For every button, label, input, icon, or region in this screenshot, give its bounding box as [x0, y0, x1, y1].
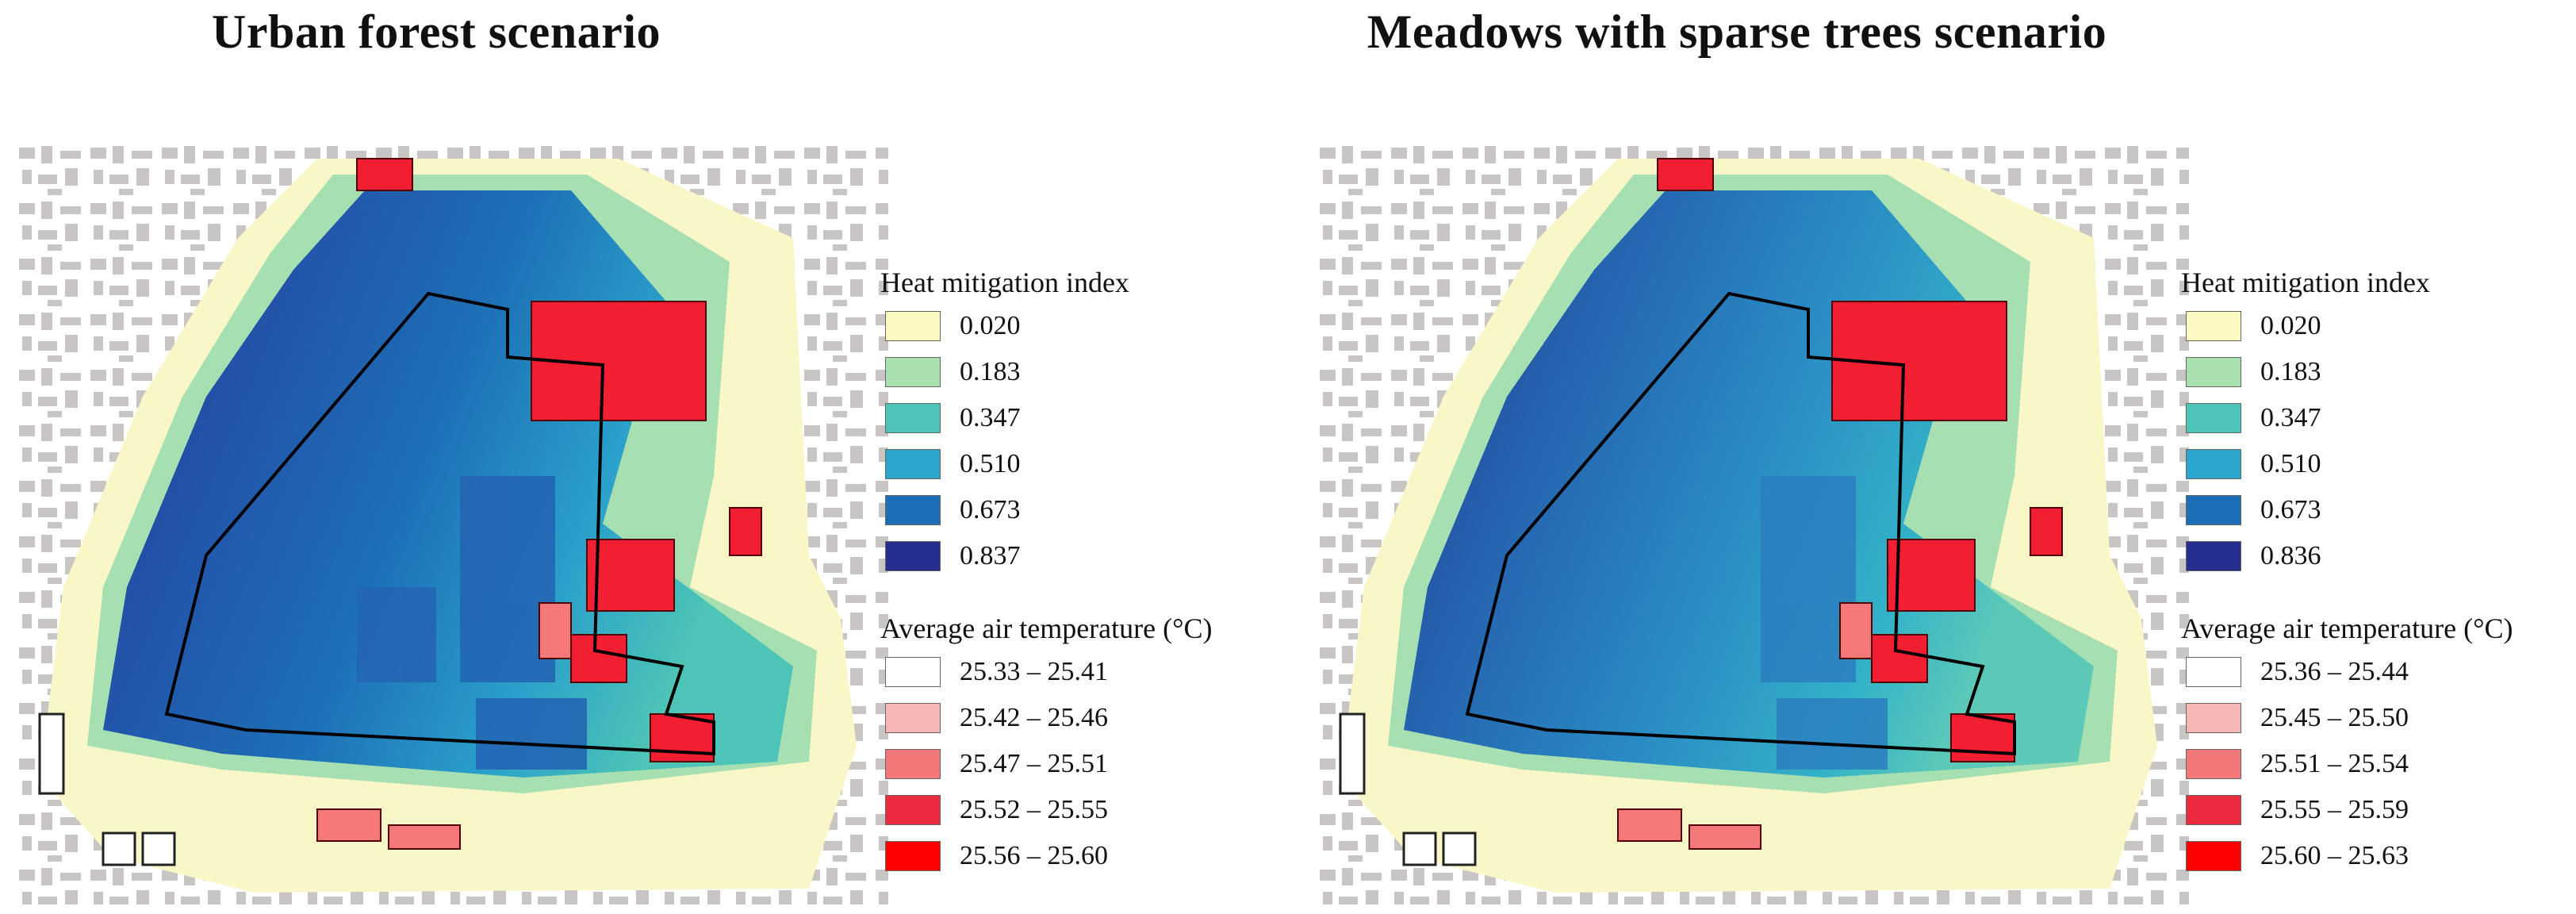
- temp-legend-title: Average air temperature (°C): [2181, 613, 2513, 644]
- hmi-legend-item: 0.510: [880, 441, 1293, 487]
- temp-legend-item: 25.33 – 25.41: [880, 649, 1293, 695]
- legend: Heat mitigation index 0.020 0.183 0.347 …: [2181, 262, 2576, 879]
- hmi-legend-item: 0.347: [2181, 395, 2576, 441]
- temp-legend-item: 25.45 – 25.50: [2181, 695, 2576, 741]
- temp-legend-item: 25.56 – 25.60: [880, 833, 1293, 879]
- panel-meadows: Meadows with sparse trees scenario: [1301, 0, 2576, 914]
- panel-title: Urban forest scenario: [212, 6, 661, 58]
- temp-legend-item: 25.42 – 25.46: [880, 695, 1293, 741]
- temp-legend-item: 25.52 – 25.55: [880, 787, 1293, 833]
- temp-legend-item: 25.51 – 25.54: [2181, 741, 2576, 787]
- temp-legend-item: 25.36 – 25.44: [2181, 649, 2576, 695]
- hmi-legend-item: 0.510: [2181, 441, 2576, 487]
- hmi-legend-title: Heat mitigation index: [2181, 267, 2430, 298]
- hmi-legend-item: 0.836: [2181, 533, 2576, 579]
- hmi-legend-item: 0.183: [2181, 349, 2576, 395]
- hmi-legend-item: 0.020: [2181, 303, 2576, 349]
- temp-legend-item: 25.55 – 25.59: [2181, 787, 2576, 833]
- hmi-legend-item: 0.673: [880, 487, 1293, 533]
- hmi-legend-title: Heat mitigation index: [880, 267, 1129, 298]
- heat-mitigation-map: [1317, 143, 2189, 904]
- panel-title: Meadows with sparse trees scenario: [1367, 6, 2107, 58]
- temp-legend-title: Average air temperature (°C): [880, 613, 1213, 644]
- legend: Heat mitigation index 0.020 0.183 0.347 …: [880, 262, 1293, 879]
- panel-urban-forest: Urban forest scenario: [16, 6, 1213, 904]
- hmi-legend-item: 0.020: [880, 303, 1293, 349]
- hmi-legend-item: 0.347: [880, 395, 1293, 441]
- hmi-legend-item: 0.837: [880, 533, 1293, 579]
- heat-mitigation-map: [16, 143, 888, 904]
- temp-legend-item: 25.47 – 25.51: [880, 741, 1293, 787]
- hmi-legend-item: 0.673: [2181, 487, 2576, 533]
- temp-legend-item: 25.60 – 25.63: [2181, 833, 2576, 879]
- hmi-legend-item: 0.183: [880, 349, 1293, 395]
